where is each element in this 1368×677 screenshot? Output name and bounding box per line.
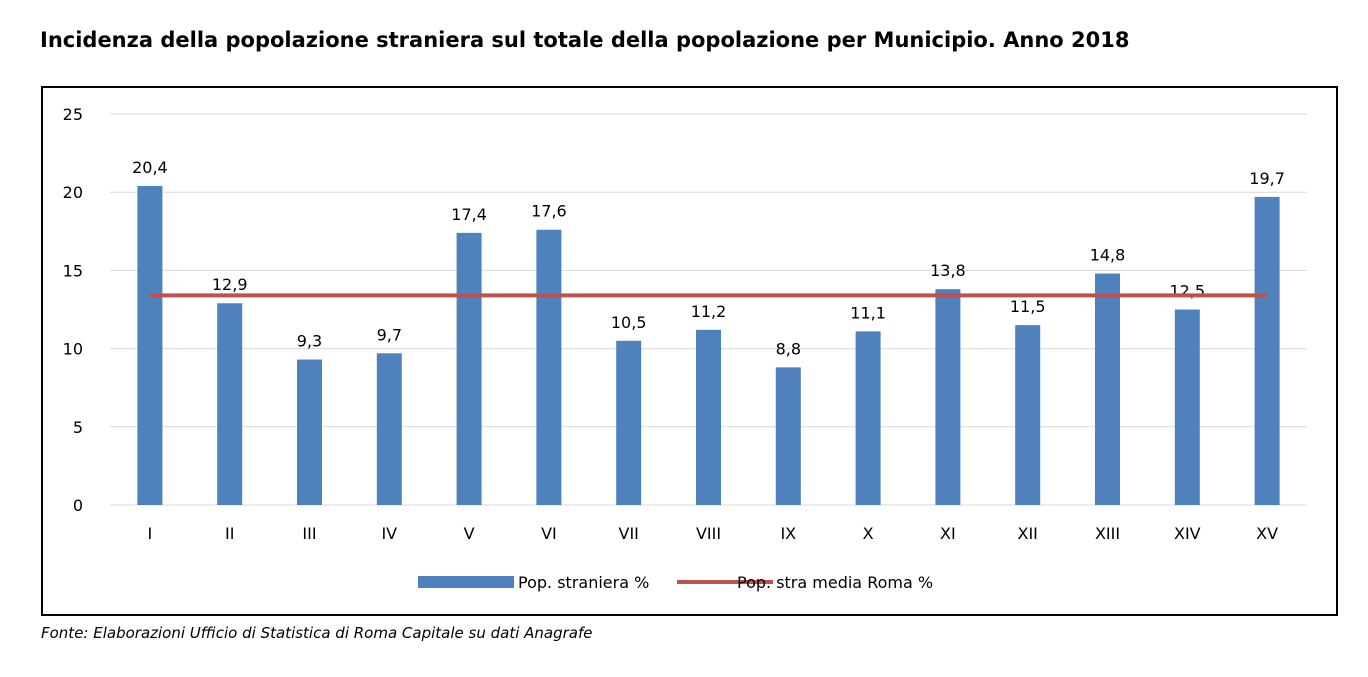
x-tick-label: II [225,524,234,543]
legend-label: Pop. stra media Roma % [737,573,933,592]
chart-title: Incidenza della popolazione straniera su… [40,28,1130,52]
chart-frame: 0 5 10 15 20 25 20,4 I 12,9 II 9,3 III 9,7 IV 17,4 V 17,… [41,86,1338,616]
x-tick-label: XV [1256,524,1278,543]
x-tick-label: VI [541,524,557,543]
bar [855,331,881,505]
bar [297,359,322,505]
y-tick-label: 10 [63,340,83,359]
data-label: 9,3 [297,332,322,351]
data-label: 12,9 [212,275,248,294]
x-tick-label: XI [940,524,956,543]
x-tick-label: III [302,524,316,543]
data-label: 13,8 [930,261,966,280]
legend-swatch-bar [418,576,514,588]
x-tick-label: XII [1017,524,1037,543]
bar [1095,273,1120,505]
bar [536,229,562,505]
data-label: 12,5 [1169,282,1205,301]
bar [775,367,801,505]
x-tick-label: IV [381,524,397,543]
data-label: 17,4 [451,205,487,224]
bar [1174,309,1200,505]
data-label: 9,7 [377,325,402,344]
data-label: 11,2 [691,302,727,321]
y-tick-label: 20 [63,183,83,202]
y-tick-label: 25 [63,105,83,124]
x-tick-label: VII [619,524,639,543]
x-tick-label: VIII [696,524,721,543]
data-label: 19,7 [1249,169,1285,188]
data-label: 14,8 [1090,246,1126,265]
bar [137,185,163,505]
y-tick-label: 0 [73,496,83,515]
bar [1254,196,1280,505]
bar [616,340,642,505]
legend-label: Pop. straniera % [518,573,649,592]
x-tick-label: I [148,524,153,543]
bar [1015,325,1041,505]
bar [456,232,482,505]
data-label: 10,5 [611,313,647,332]
x-tick-label: XIII [1095,524,1120,543]
bar-chart: 0 5 10 15 20 25 20,4 I 12,9 II 9,3 III 9,7 IV 17,4 V 17,… [63,105,1307,592]
y-tick-label: 15 [63,261,83,280]
x-tick-label: XIV [1174,524,1201,543]
bar [696,329,721,505]
y-tick-label: 5 [73,418,83,437]
data-label: 8,8 [776,339,801,358]
x-tick-label: IX [780,524,796,543]
data-label: 11,1 [850,303,886,322]
bar [935,289,961,505]
x-tick-label: V [464,524,475,543]
bar [217,303,243,505]
data-label: 11,5 [1010,297,1046,316]
data-label: 20,4 [132,158,168,177]
x-tick-label: X [863,524,874,543]
source-note: Fonte: Elaborazioni Ufficio di Statistic… [41,624,593,642]
bar [376,353,402,505]
data-label: 17,6 [531,202,567,221]
